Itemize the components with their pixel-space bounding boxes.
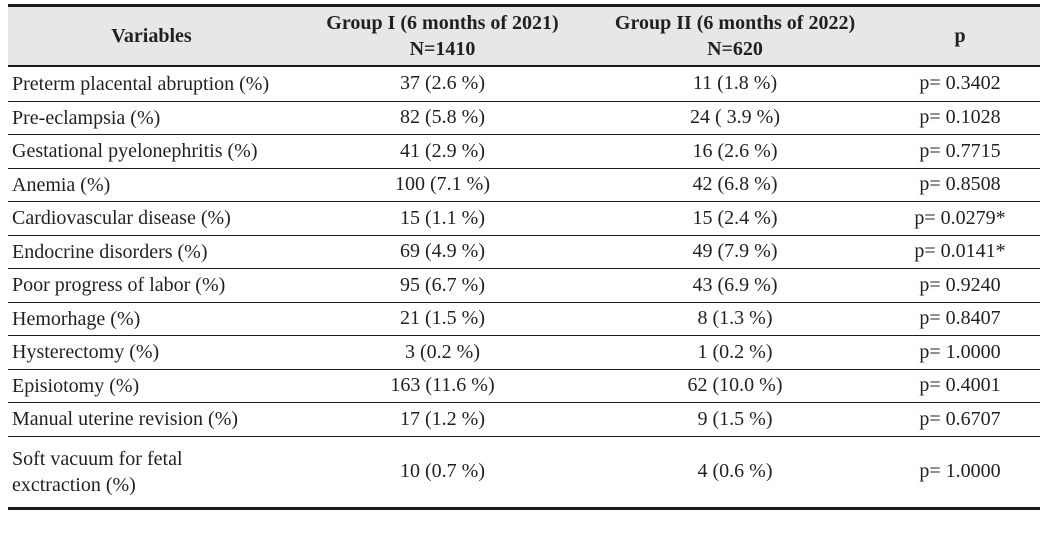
cell-group1-value: 163 (11.6 %) xyxy=(390,374,495,397)
table-row: Manual uterine revision (%) 17 (1.2 %) 9… xyxy=(8,402,1040,436)
cell-variable: Hemorhage (%) xyxy=(12,307,141,330)
cell-group2-value: 15 (2.4 %) xyxy=(692,206,778,229)
cell-variable: Hysterectomy (%) xyxy=(12,341,160,364)
cell-group2-value: 16 (2.6 %) xyxy=(692,139,778,162)
table-row: Preterm placental abruption (%) 37 (2.6 … xyxy=(8,67,1040,101)
header-group1: Group I (6 months of 2021) N=1410 xyxy=(295,10,590,62)
comparison-table: Variables Group I (6 months of 2021) N=1… xyxy=(8,4,1040,510)
table-body: Preterm placental abruption (%) 37 (2.6 … xyxy=(8,67,1040,507)
cell-group2-value: 4 (0.6 %) xyxy=(697,460,773,482)
cell-group2-value: 43 (6.9 %) xyxy=(692,273,778,296)
header-group1-title: Group I (6 months of 2021) xyxy=(326,12,559,34)
table-row: Soft vacuum for fetal exctraction (%) 10… xyxy=(8,435,1040,507)
table-row: Endocrine disorders (%) 69 (4.9 %) 49 (7… xyxy=(8,234,1040,269)
cell-p-value: p= 0.0141* xyxy=(914,240,1006,263)
table-row: Poor progress of labor (%) 95 (6.7 %) 43… xyxy=(8,268,1040,302)
cell-p-value: p= 0.8407 xyxy=(919,307,1001,330)
cell-p-value: p= 0.6707 xyxy=(919,407,1001,430)
cell-variable: Poor progress of labor (%) xyxy=(12,274,226,297)
cell-group1-value: 41 (2.9 %) xyxy=(400,139,485,162)
cell-variable: Gestational pyelonephritis (%) xyxy=(12,140,258,163)
cell-group1-value: 82 (5.8 %) xyxy=(400,106,485,129)
cell-group1-value: 21 (1.5 %) xyxy=(400,307,485,330)
header-variables: Variables xyxy=(111,25,192,47)
table-row: Gestational pyelonephritis (%) 41 (2.9 %… xyxy=(8,134,1040,168)
cell-group2-value: 42 (6.8 %) xyxy=(692,173,778,196)
cell-variable: Preterm placental abruption (%) xyxy=(12,72,270,95)
cell-variable: Endocrine disorders (%) xyxy=(12,240,208,263)
header-p: p xyxy=(954,24,966,47)
cell-group1-value: 15 (1.1 %) xyxy=(400,206,485,229)
table-row: Hysterectomy (%) 3 (0.2 %) 1 (0.2 %) p= … xyxy=(8,335,1040,369)
cell-p-value: p= 0.1028 xyxy=(919,106,1001,129)
cell-group1-value: 95 (6.7 %) xyxy=(400,273,485,296)
header-group2-n: N=620 xyxy=(707,38,763,60)
cell-variable: Cardiovascular disease (%) xyxy=(12,207,231,230)
cell-group2-value: 11 (1.8 %) xyxy=(692,72,778,95)
cell-group1-value: 100 (7.1 %) xyxy=(395,173,490,196)
cell-variable: Anemia (%) xyxy=(12,173,111,196)
cell-variable: Manual uterine revision (%) xyxy=(12,408,239,431)
cell-p-value: p= 0.9240 xyxy=(919,273,1001,296)
table-row: Pre-eclampsia (%) 82 (5.8 %) 24 ( 3.9 %)… xyxy=(8,100,1040,135)
header-group2: Group II (6 months of 2022) N=620 xyxy=(590,10,880,62)
table-row: Anemia (%) 100 (7.1 %) 42 (6.8 %) p= 0.8… xyxy=(8,167,1040,202)
cell-variable: Pre-eclampsia (%) xyxy=(12,106,161,129)
header-group2-title: Group II (6 months of 2022) xyxy=(614,12,856,34)
cell-variable: Soft vacuum for fetal exctraction (%) xyxy=(12,447,183,496)
cell-p-value: p= 0.0279* xyxy=(914,206,1006,229)
cell-group2-value: 8 (1.3 %) xyxy=(697,307,773,330)
cell-group2-value: 9 (1.5 %) xyxy=(697,407,773,430)
table-row: Hemorhage (%) 21 (1.5 %) 8 (1.3 %) p= 0.… xyxy=(8,301,1040,336)
cell-p-value: p= 1.0000 xyxy=(919,460,1001,482)
table-row: Episiotomy (%) 163 (11.6 %) 62 (10.0 %) … xyxy=(8,368,1040,403)
table-row: Cardiovascular disease (%) 15 (1.1 %) 15… xyxy=(8,201,1040,235)
cell-p-value: p= 0.8508 xyxy=(919,173,1001,196)
cell-group2-value: 49 (7.9 %) xyxy=(692,240,778,263)
table-header-row: Variables Group I (6 months of 2021) N=1… xyxy=(8,7,1040,67)
cell-p-value: p= 0.4001 xyxy=(919,374,1001,397)
cell-group1-value: 3 (0.2 %) xyxy=(405,340,480,363)
cell-p-value: p= 1.0000 xyxy=(919,340,1001,363)
cell-p-value: p= 0.7715 xyxy=(919,139,1001,162)
cell-group1-value: 69 (4.9 %) xyxy=(400,240,485,263)
cell-group2-value: 24 ( 3.9 %) xyxy=(690,106,780,129)
cell-group1-value: 17 (1.2 %) xyxy=(400,407,485,430)
cell-variable: Episiotomy (%) xyxy=(12,374,140,397)
cell-group2-value: 62 (10.0 %) xyxy=(687,374,783,397)
cell-group1-value: 37 (2.6 %) xyxy=(400,72,485,95)
cell-p-value: p= 0.3402 xyxy=(919,72,1001,95)
cell-group2-value: 1 (0.2 %) xyxy=(697,340,773,363)
header-group1-n: N=1410 xyxy=(409,38,476,60)
cell-group1-value: 10 (0.7 %) xyxy=(400,460,485,482)
